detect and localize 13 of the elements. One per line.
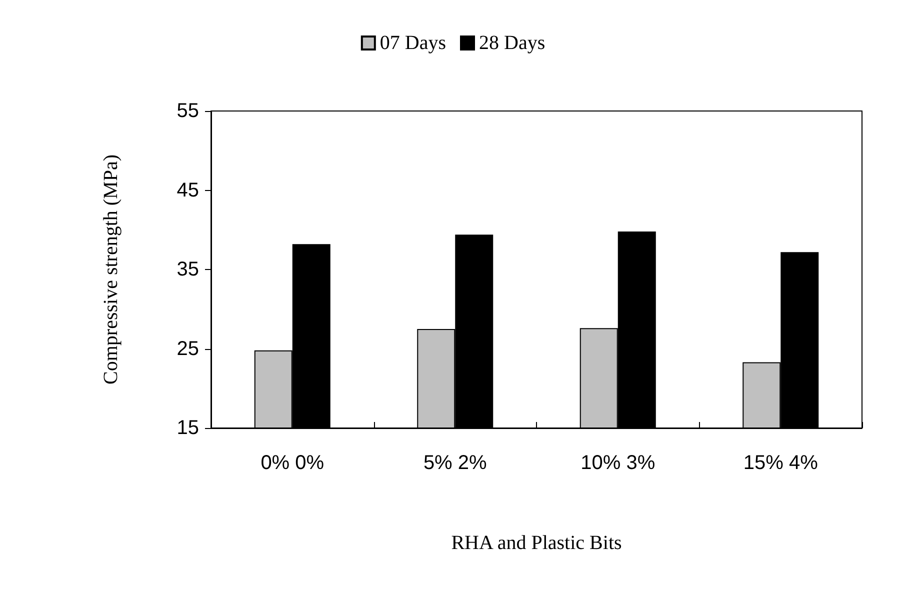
x-tick-label: 10% 3%: [580, 452, 656, 474]
y-tick-label: 25: [176, 338, 199, 360]
y-axis-title: Compressive strength (MPa): [100, 154, 122, 384]
x-tick-label: 0% 0%: [260, 452, 324, 474]
y-tick-label: 55: [176, 100, 199, 122]
y-tick-label: 35: [176, 258, 199, 280]
legend-label: 07 Days: [380, 32, 446, 54]
legend-label: 28 Days: [479, 32, 546, 54]
x-axis-title: RHA and Plastic Bits: [451, 532, 622, 554]
y-tick-label: 15: [176, 417, 199, 439]
y-tick-label: 45: [176, 179, 199, 202]
x-tick-label: 5% 2%: [423, 452, 488, 474]
x-tick-label: 15% 4%: [743, 452, 818, 474]
